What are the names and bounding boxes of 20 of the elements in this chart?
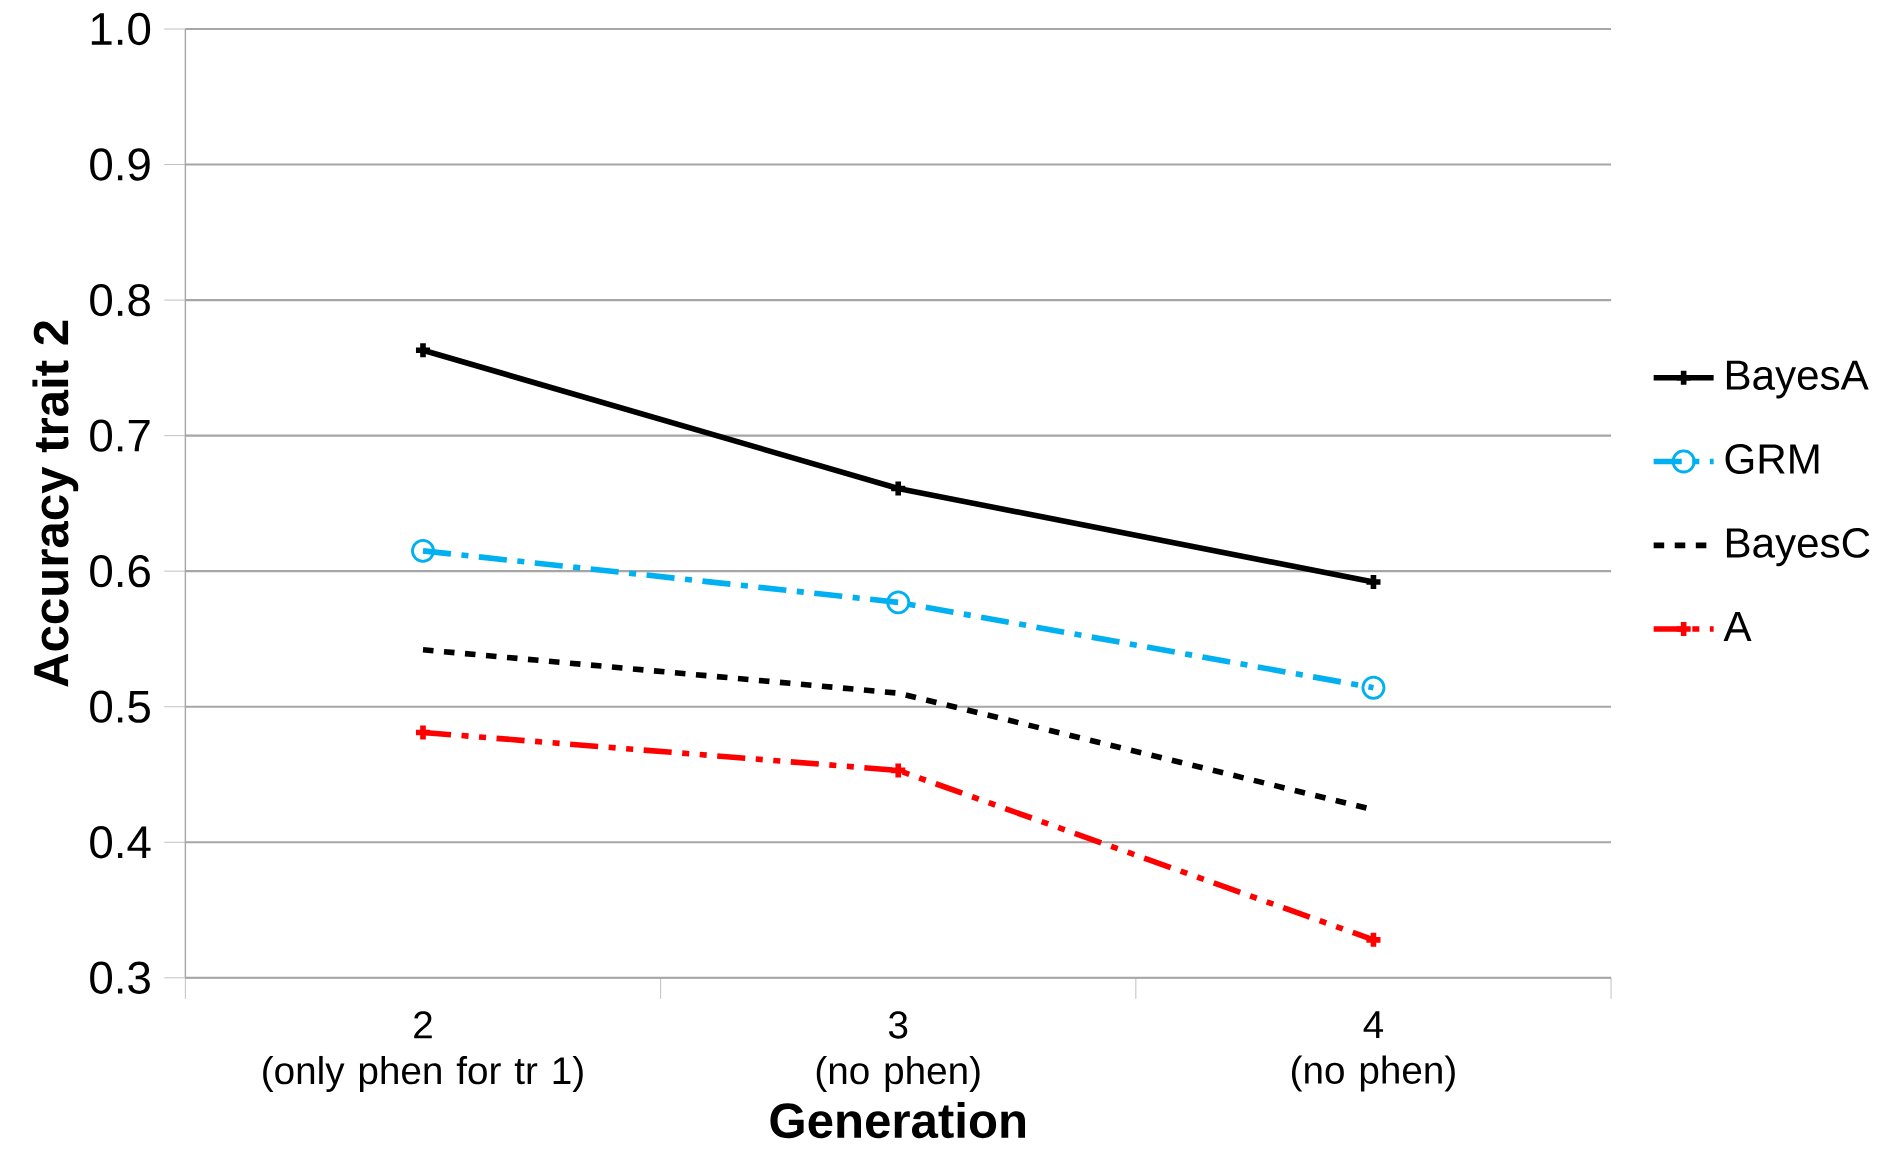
point xyxy=(1361,675,1386,700)
y-tick-label: 0.5 xyxy=(90,690,150,723)
y-tick-label: 0.4 xyxy=(90,826,151,859)
y-tick-label: 1.0 xyxy=(91,12,151,46)
x-axis-title: Generation xyxy=(770,1102,1026,1139)
legend-label: GRM xyxy=(1725,444,1819,475)
x-tick-label: 4 (no phen) xyxy=(1292,1011,1455,1092)
y-tick-label: 0.8 xyxy=(90,284,150,317)
x-tick-label: 2 (only phen for tr 1) xyxy=(263,1011,583,1093)
y-axis-title: Accuracy trait 2 xyxy=(32,320,79,687)
y-tick-label: 0.6 xyxy=(90,555,150,588)
point xyxy=(411,539,435,563)
legend-label: A xyxy=(1723,612,1752,642)
y-tick-label: 0.3 xyxy=(90,961,150,995)
legend-label: BayesC xyxy=(1726,528,1870,567)
y-tick-label: 0.9 xyxy=(90,148,150,181)
point xyxy=(886,590,911,615)
x-tick-label: 3 (no phen) xyxy=(816,1011,980,1093)
legend-label: BayesA xyxy=(1726,360,1869,399)
y-tick-label: 0.7 xyxy=(90,419,150,452)
